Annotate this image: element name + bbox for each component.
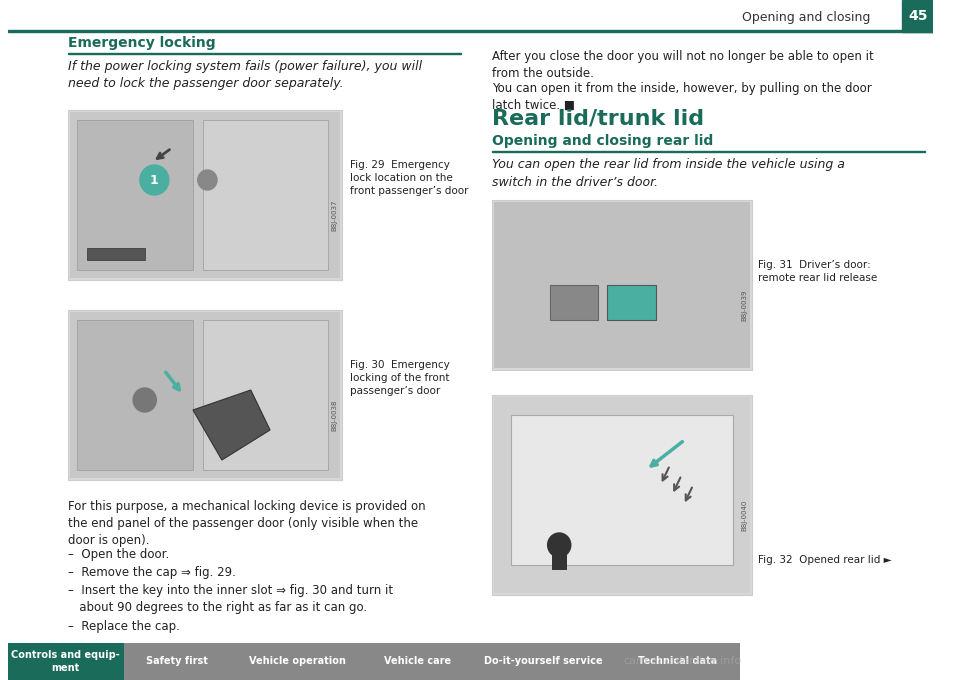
Bar [615,643,740,680]
Text: After you close the door you will not no longer be able to open it
from the outs: After you close the door you will not no… [492,50,874,80]
Text: –  Remove the cap ⇒ fig. 29.: – Remove the cap ⇒ fig. 29. [67,566,235,579]
Text: B8J-0039: B8J-0039 [741,289,747,321]
Text: B8J-0040: B8J-0040 [741,499,747,530]
Bar [492,395,752,595]
Bar [493,202,750,368]
Text: If the power locking system fails (power failure), you will
need to lock the pas: If the power locking system fails (power… [67,60,421,90]
Bar [493,397,750,593]
Text: –  Replace the cap.: – Replace the cap. [67,620,180,633]
Bar [365,643,470,680]
Bar [77,120,193,270]
Text: –  Insert the key into the inner slot ⇒ fig. 30 and turn it
   about 90 degrees : – Insert the key into the inner slot ⇒ f… [67,584,393,614]
Bar [67,310,343,480]
Bar [470,643,615,680]
Text: Fig. 32  Opened rear lid ►: Fig. 32 Opened rear lid ► [757,555,892,565]
Circle shape [547,533,571,557]
Text: 45: 45 [908,9,927,23]
Polygon shape [193,390,270,460]
Bar [124,643,229,680]
Text: Controls and equip-
ment: Controls and equip- ment [12,650,120,673]
Bar [69,312,341,478]
Text: Safety first: Safety first [146,656,207,666]
Text: Opening and closing rear lid: Opening and closing rear lid [492,134,713,148]
Text: Do-it-yourself service: Do-it-yourself service [484,656,602,666]
Text: 1: 1 [150,173,158,186]
Text: B8J-0037: B8J-0037 [331,199,338,231]
Bar [229,643,365,680]
Text: Fig. 31  Driver’s door:
remote rear lid release: Fig. 31 Driver’s door: remote rear lid r… [757,260,877,283]
Text: carmanualonline.info: carmanualonline.info [624,656,742,666]
Bar [551,540,567,570]
Text: You can open it from the inside, however, by pulling on the door
latch twice. ■: You can open it from the inside, however… [492,82,872,112]
Bar [69,112,341,278]
Bar [608,285,656,320]
Text: Fig. 29  Emergency
lock location on the
front passenger’s door: Fig. 29 Emergency lock location on the f… [350,160,468,197]
Bar [511,415,732,565]
Bar [8,30,933,32]
Text: –  Open the door.: – Open the door. [67,548,169,561]
Text: Vehicle care: Vehicle care [384,656,451,666]
Text: Fig. 30  Emergency
locking of the front
passenger’s door: Fig. 30 Emergency locking of the front p… [350,360,450,396]
Bar [203,120,328,270]
Bar [203,320,328,470]
Bar [87,248,145,260]
Text: Vehicle operation: Vehicle operation [249,656,346,666]
Circle shape [140,165,169,195]
Text: B8J-0038: B8J-0038 [331,399,338,430]
Bar [902,0,933,32]
Text: Technical data: Technical data [638,656,717,666]
Bar [492,151,925,152]
Text: Emergency locking: Emergency locking [67,36,215,50]
Circle shape [198,170,217,190]
Bar [67,110,343,280]
Bar [492,200,752,370]
Text: You can open the rear lid from inside the vehicle using a
switch in the driver’s: You can open the rear lid from inside th… [492,158,845,189]
Text: Rear lid/trunk lid: Rear lid/trunk lid [492,108,704,128]
Bar [549,285,598,320]
Bar [77,320,193,470]
Circle shape [133,388,156,412]
Bar [8,643,124,680]
Text: Opening and closing: Opening and closing [742,12,871,24]
Text: For this purpose, a mechanical locking device is provided on
the end panel of th: For this purpose, a mechanical locking d… [67,500,425,547]
Bar [67,53,461,54]
